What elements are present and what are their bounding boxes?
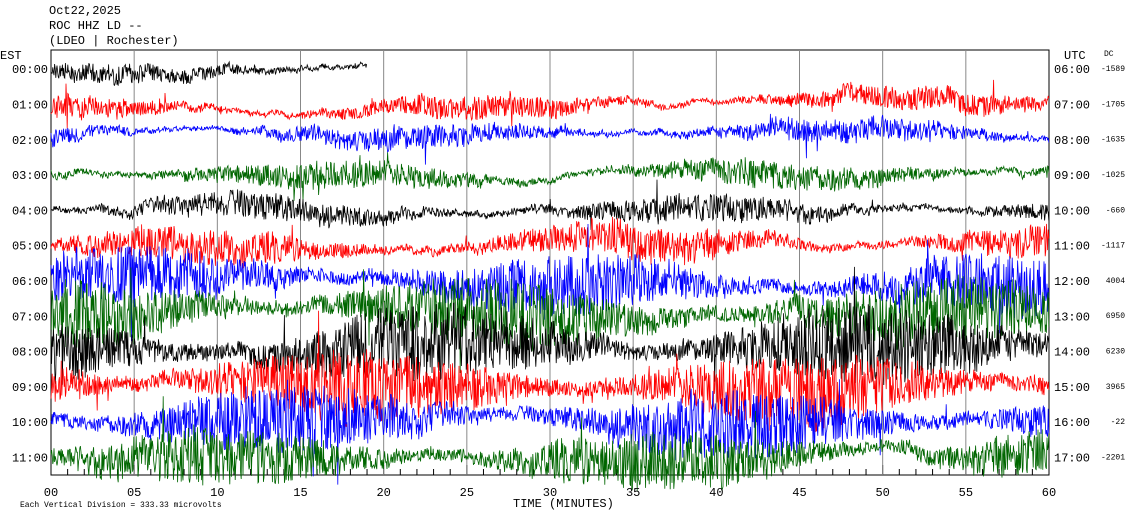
est-label: 02:00 [12,134,48,148]
date: Oct22,2025 [49,4,121,18]
trace [50,79,1050,129]
x-tick-label: 40 [709,486,723,500]
dc-value: -660 [1106,206,1125,215]
utc-label: 14:00 [1054,346,1090,360]
trace [50,310,1050,433]
labels: 00 05 10 15 20 25 30 35 40 45 50 55 60 00:00 06:00 -158… [12,63,1125,500]
x-tick-label: 35 [626,486,640,500]
utc-label: 11:00 [1054,240,1090,254]
dc-value: 3965 [1106,383,1125,392]
trace [50,379,1050,485]
x-tick-label: 55 [959,486,973,500]
utc-label: 17:00 [1054,451,1090,465]
utc-label: 06:00 [1054,63,1090,77]
traces [50,60,1050,492]
x-tick-label: 05 [127,486,141,500]
station: ROC HHZ LD -- [49,19,143,33]
dc-value: -1635 [1101,136,1125,145]
dc-value: -1117 [1101,242,1125,251]
right-label: UTC [1064,49,1086,63]
est-label: 00:00 [12,63,48,77]
utc-label: 10:00 [1054,204,1090,218]
dc-value: -1705 [1101,100,1125,109]
dc-label: DC [1104,50,1114,59]
utc-label: 08:00 [1054,134,1090,148]
est-label: 07:00 [12,310,48,324]
trace [50,266,1050,386]
trace [50,396,1050,492]
x-tick-label: 10 [210,486,224,500]
x-tick-label: 00 [44,486,58,500]
x-tick-label: 25 [460,486,474,500]
trace [50,223,1050,342]
dc-value: -1589 [1101,65,1125,74]
est-label: 08:00 [12,346,48,360]
trace [50,60,367,86]
est-label: 01:00 [12,98,48,112]
utc-label: 13:00 [1054,310,1090,324]
x-tick-label: 60 [1042,486,1056,500]
x-tick-label: 15 [293,486,307,500]
est-label: 06:00 [12,275,48,289]
x-tick-label: 20 [376,486,390,500]
utc-label: 09:00 [1054,169,1090,183]
trace [50,113,1050,165]
trace [50,152,1050,201]
est-label: 11:00 [12,451,48,465]
dc-value: 6950 [1106,312,1125,321]
dc-value: -1025 [1101,171,1125,180]
est-label: 04:00 [12,204,48,218]
x-tick-label: 45 [792,486,806,500]
footnote: Each Vertical Division = 333.33 microvol… [20,501,222,510]
dc-value: -2201 [1101,453,1125,462]
utc-label: 07:00 [1054,98,1090,112]
x-label: TIME (MINUTES) [513,497,614,511]
dc-value: 6230 [1106,348,1125,357]
est-label: 05:00 [12,240,48,254]
utc-label: 12:00 [1054,275,1090,289]
x-tick-label: 50 [875,486,889,500]
est-label: 09:00 [12,381,48,395]
dc-value: 4004 [1106,277,1125,286]
est-label: 10:00 [12,416,48,430]
utc-label: 15:00 [1054,381,1090,395]
network: (LDEO | Rochester) [49,34,179,48]
est-label: 03:00 [12,169,48,183]
left-label: EST [0,49,22,63]
trace [50,216,1050,269]
x-tick-label: 30 [543,486,557,500]
trace [50,179,1050,230]
dc-value: -22 [1111,418,1126,427]
utc-label: 16:00 [1054,416,1090,430]
